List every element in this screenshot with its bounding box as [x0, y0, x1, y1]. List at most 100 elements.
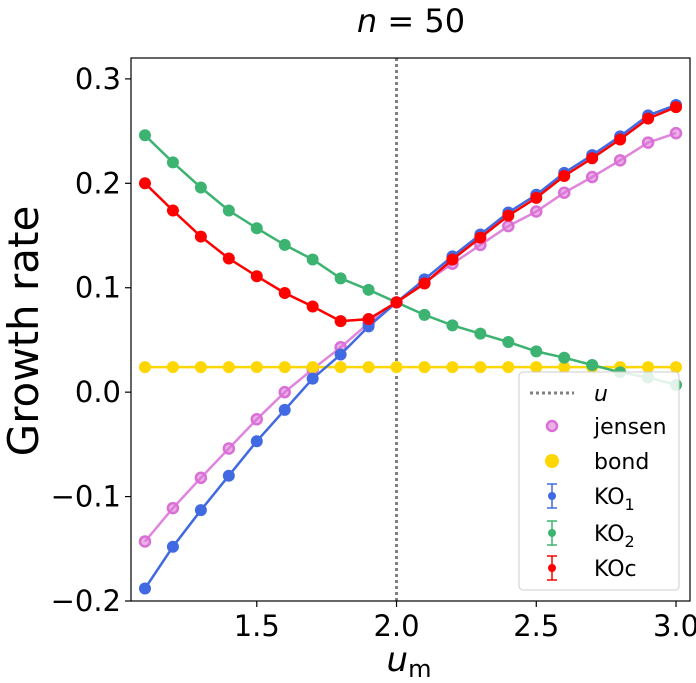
- data-point: [334, 348, 347, 361]
- chart-title: n = 50: [357, 2, 465, 40]
- data-point: [670, 101, 683, 114]
- data-point: [194, 471, 208, 485]
- axes-frame: [130, 57, 691, 602]
- data-point: [306, 361, 319, 374]
- data-point: [166, 540, 179, 553]
- data-point: [502, 209, 515, 222]
- legend-handle-2: [548, 492, 556, 500]
- plot-area: 1.5 2.0 2.5 3.0 −0.2 −0.1 0.0 0.1 0.2 0.3: [51, 57, 696, 643]
- data-point: [138, 177, 151, 190]
- y-tick-label: 0.1: [75, 271, 121, 305]
- data-point: [222, 469, 235, 482]
- legend-frame: [518, 371, 680, 591]
- y-tick-label: −0.2: [51, 584, 121, 618]
- data-point: [390, 361, 403, 374]
- data-point: [642, 361, 655, 374]
- y-tick-label: −0.1: [51, 480, 121, 514]
- legend-handle-3: [548, 529, 556, 537]
- data-point: [278, 361, 291, 374]
- data-point: [557, 186, 571, 199]
- data-point: [306, 372, 319, 385]
- data-point: [250, 413, 264, 426]
- data-point: [194, 230, 207, 243]
- data-point: [502, 219, 515, 233]
- data-point: [194, 504, 207, 517]
- data-point: [278, 286, 291, 299]
- data-point: [530, 205, 543, 218]
- data-point: [558, 361, 571, 374]
- data-point: [222, 252, 235, 265]
- x-tick-label: 3.0: [653, 609, 696, 643]
- data-point: [613, 154, 627, 167]
- data-point: [362, 313, 375, 326]
- y-tick-label: 0.3: [75, 62, 121, 96]
- data-point: [362, 283, 375, 296]
- data-point: [530, 345, 543, 358]
- data-point: [222, 442, 236, 455]
- legend-label-4: KOc: [594, 557, 637, 582]
- legend-label-name: KO: [594, 485, 625, 510]
- y-tick-label: 0.2: [75, 166, 121, 200]
- data-point: [418, 277, 431, 290]
- data-point: [585, 170, 599, 184]
- data-point: [446, 253, 459, 266]
- data-point: [222, 204, 235, 217]
- data-point: [362, 361, 375, 374]
- data-point: [166, 501, 180, 515]
- data-point: [250, 222, 263, 235]
- data-point: [138, 582, 151, 595]
- data-point: [306, 300, 319, 313]
- legend-label-u: u: [594, 382, 608, 407]
- data-point: [138, 129, 151, 142]
- data-point: [418, 361, 431, 374]
- x-tick-label: 2.5: [513, 609, 559, 643]
- legend-label-3: KO2: [594, 522, 635, 551]
- data-point: [446, 361, 459, 374]
- data-point: [474, 327, 487, 340]
- data-point: [418, 308, 431, 321]
- legend-handle-0: [545, 419, 559, 433]
- legend-label-1: bond: [594, 450, 649, 475]
- data-point: [641, 136, 655, 149]
- x-tick-label: 1.5: [234, 609, 280, 643]
- data-point: [670, 361, 683, 374]
- data-point: [390, 296, 403, 309]
- data-point: [530, 361, 543, 374]
- data-point: [278, 403, 291, 416]
- data-point: [558, 169, 571, 182]
- data-point: [278, 238, 291, 251]
- legend-label-subscript: 2: [625, 532, 635, 551]
- data-point: [250, 361, 263, 374]
- legend-handle-4: [548, 564, 556, 572]
- data-point: [222, 361, 235, 374]
- legend-label-name: KOc: [594, 557, 637, 582]
- x-tick-label: 2.0: [373, 609, 419, 643]
- legend-label-2: KO1: [594, 485, 635, 514]
- data-point: [250, 270, 263, 283]
- legend-label-0: jensen: [593, 415, 667, 440]
- data-point: [166, 156, 179, 169]
- legend-label-name: jensen: [593, 415, 667, 440]
- data-point: [334, 272, 347, 285]
- data-point: [558, 351, 571, 364]
- legend-label-name: bond: [594, 450, 649, 475]
- data-point: [250, 435, 263, 448]
- data-point: [502, 336, 515, 349]
- data-point: [194, 181, 207, 194]
- data-point: [334, 315, 347, 328]
- data-point: [669, 126, 683, 140]
- data-point: [334, 361, 347, 374]
- data-point: [474, 361, 487, 374]
- data-point: [194, 361, 207, 374]
- data-point: [642, 112, 655, 125]
- legend-label-subscript: 1: [625, 495, 635, 514]
- data-point: [586, 359, 599, 372]
- data-point: [446, 319, 459, 332]
- data-point: [166, 361, 179, 374]
- data-point: [614, 133, 627, 146]
- y-tick-label: 0.0: [75, 375, 121, 409]
- data-point: [530, 191, 543, 204]
- legend-handle-1: [545, 454, 559, 468]
